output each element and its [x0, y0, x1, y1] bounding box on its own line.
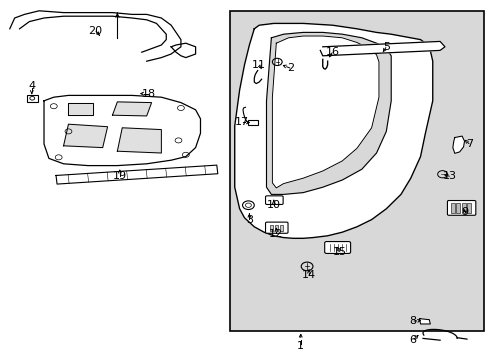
Polygon shape [56, 165, 217, 184]
FancyBboxPatch shape [265, 222, 287, 233]
Text: 12: 12 [269, 229, 283, 239]
Bar [279, 225, 283, 231]
Text: 5: 5 [382, 42, 389, 52]
Bar [248, 120, 258, 125]
Bar [269, 225, 273, 231]
Bar [274, 225, 278, 231]
Text: 3: 3 [245, 215, 252, 225]
Bar [450, 203, 454, 213]
Text: 20: 20 [88, 26, 102, 36]
Polygon shape [68, 103, 93, 115]
Bar [455, 203, 459, 213]
Text: 14: 14 [302, 270, 315, 280]
Polygon shape [234, 23, 432, 238]
Polygon shape [117, 128, 161, 153]
Polygon shape [320, 41, 444, 56]
Text: 1: 1 [297, 341, 304, 351]
Polygon shape [452, 136, 464, 153]
Polygon shape [112, 102, 151, 116]
Polygon shape [266, 32, 390, 194]
Text: 18: 18 [142, 89, 156, 99]
Text: 2: 2 [287, 63, 294, 73]
Bar [229, 11, 483, 331]
Text: 13: 13 [442, 171, 456, 181]
Polygon shape [63, 124, 107, 148]
Text: 8: 8 [409, 316, 416, 326]
Text: 6: 6 [409, 335, 416, 345]
Text: 17: 17 [235, 117, 248, 127]
Text: 19: 19 [113, 171, 126, 181]
Text: 11: 11 [252, 60, 265, 70]
Text: 10: 10 [266, 200, 280, 210]
Text: 16: 16 [325, 47, 339, 57]
Text: 7: 7 [465, 139, 472, 149]
FancyBboxPatch shape [324, 242, 350, 253]
Text: 4: 4 [28, 81, 35, 91]
Polygon shape [272, 36, 378, 188]
Text: 9: 9 [460, 207, 467, 217]
Bar [27, 95, 38, 102]
FancyBboxPatch shape [447, 201, 475, 215]
Polygon shape [44, 95, 200, 166]
FancyBboxPatch shape [265, 196, 283, 204]
Polygon shape [419, 319, 429, 324]
Bar [466, 203, 470, 213]
Bar [461, 203, 465, 213]
Text: 15: 15 [332, 247, 346, 257]
